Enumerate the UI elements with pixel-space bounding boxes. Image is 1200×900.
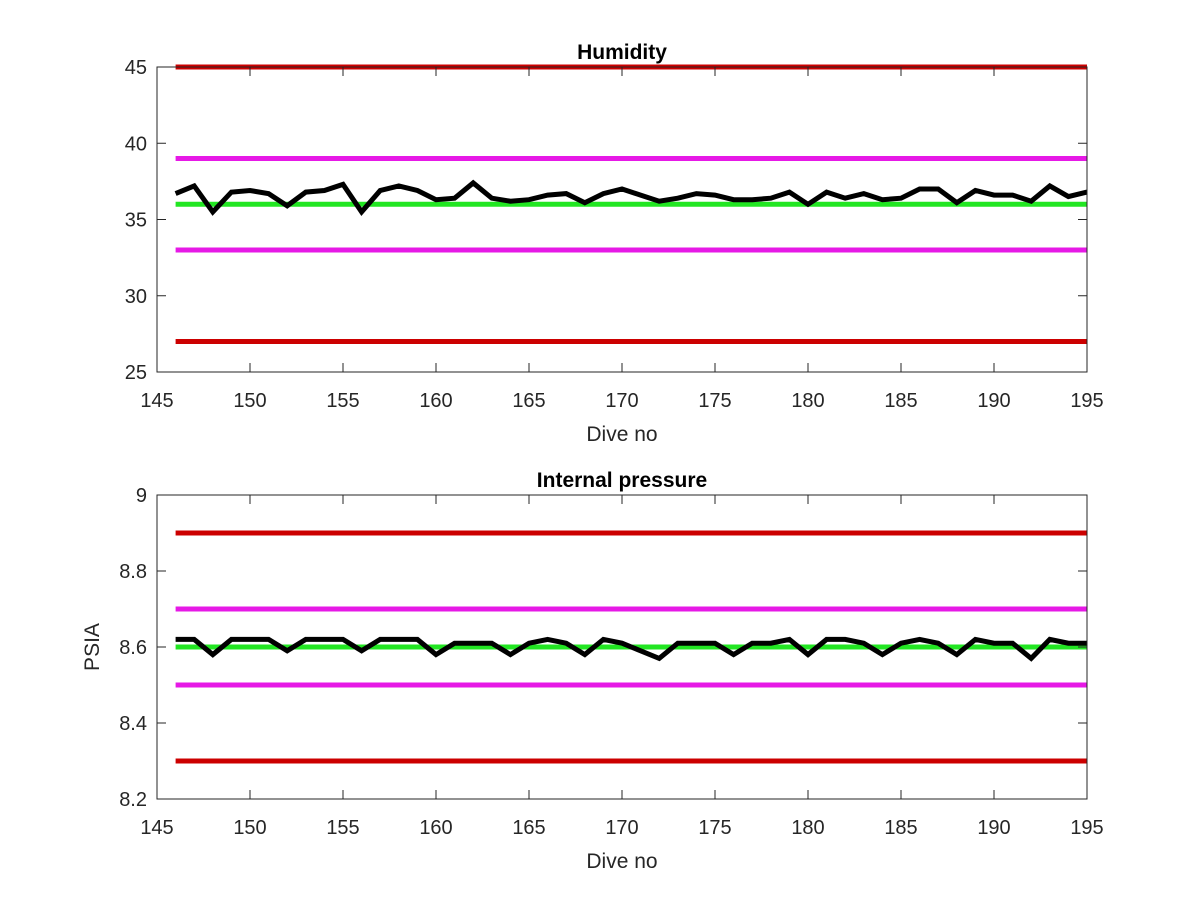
x-tick-label: 175 bbox=[698, 390, 731, 412]
y-tick-label: 8.8 bbox=[119, 561, 147, 583]
y-tick-label: 8.6 bbox=[119, 637, 147, 659]
axes-box bbox=[156, 66, 1088, 373]
x-tick-label: 175 bbox=[698, 817, 731, 839]
y-tick-label: 40 bbox=[125, 133, 147, 155]
x-tick-label: 195 bbox=[1070, 390, 1103, 412]
x-axis-label: Dive no bbox=[586, 423, 657, 446]
x-tick-label: 145 bbox=[140, 390, 173, 412]
internal-pressure-chart: 145 150 155 160 165 170 175 180 185 190 195 8.2 8.4 8… bbox=[81, 469, 1104, 873]
y-tick-label: 25 bbox=[125, 362, 147, 384]
x-tick-label: 195 bbox=[1070, 817, 1103, 839]
data-series-line bbox=[174, 179, 1088, 216]
y-tick-label: 30 bbox=[125, 286, 147, 308]
x-tick-label: 190 bbox=[977, 817, 1010, 839]
x-tick-label: 170 bbox=[605, 390, 638, 412]
x-tick-label: 160 bbox=[419, 390, 452, 412]
x-tick-label: 160 bbox=[419, 817, 452, 839]
x-tick-label: 155 bbox=[326, 390, 359, 412]
y-tick-label: 45 bbox=[125, 57, 147, 79]
x-tick-label: 170 bbox=[605, 817, 638, 839]
y-tick-label: 9 bbox=[136, 485, 147, 507]
x-tick-label: 150 bbox=[233, 390, 266, 412]
y-tick-label: 8.2 bbox=[119, 789, 147, 811]
x-tick-label: 180 bbox=[791, 817, 824, 839]
data-series-line bbox=[175, 636, 1087, 662]
x-tick-label: 165 bbox=[512, 390, 545, 412]
x-tick-label: 150 bbox=[233, 817, 266, 839]
x-tick-label: 180 bbox=[791, 390, 824, 412]
chart-title: Humidity bbox=[577, 41, 667, 64]
x-axis-label: Dive no bbox=[586, 850, 657, 873]
humidity-chart: 145 150 155 160 165 170 175 180 185 190 195 25 30 35 4… bbox=[125, 41, 1104, 446]
y-tick-label: 8.4 bbox=[119, 713, 147, 735]
chart-title: Internal pressure bbox=[537, 469, 707, 492]
y-tick-label: 35 bbox=[125, 210, 147, 232]
x-tick-label: 190 bbox=[977, 390, 1010, 412]
x-tick-label: 185 bbox=[884, 817, 917, 839]
x-tick-label: 165 bbox=[512, 817, 545, 839]
y-axis-label: PSIA bbox=[81, 623, 104, 671]
x-tick-label: 155 bbox=[326, 817, 359, 839]
x-tick-label: 185 bbox=[884, 390, 917, 412]
x-tick-label: 145 bbox=[140, 817, 173, 839]
